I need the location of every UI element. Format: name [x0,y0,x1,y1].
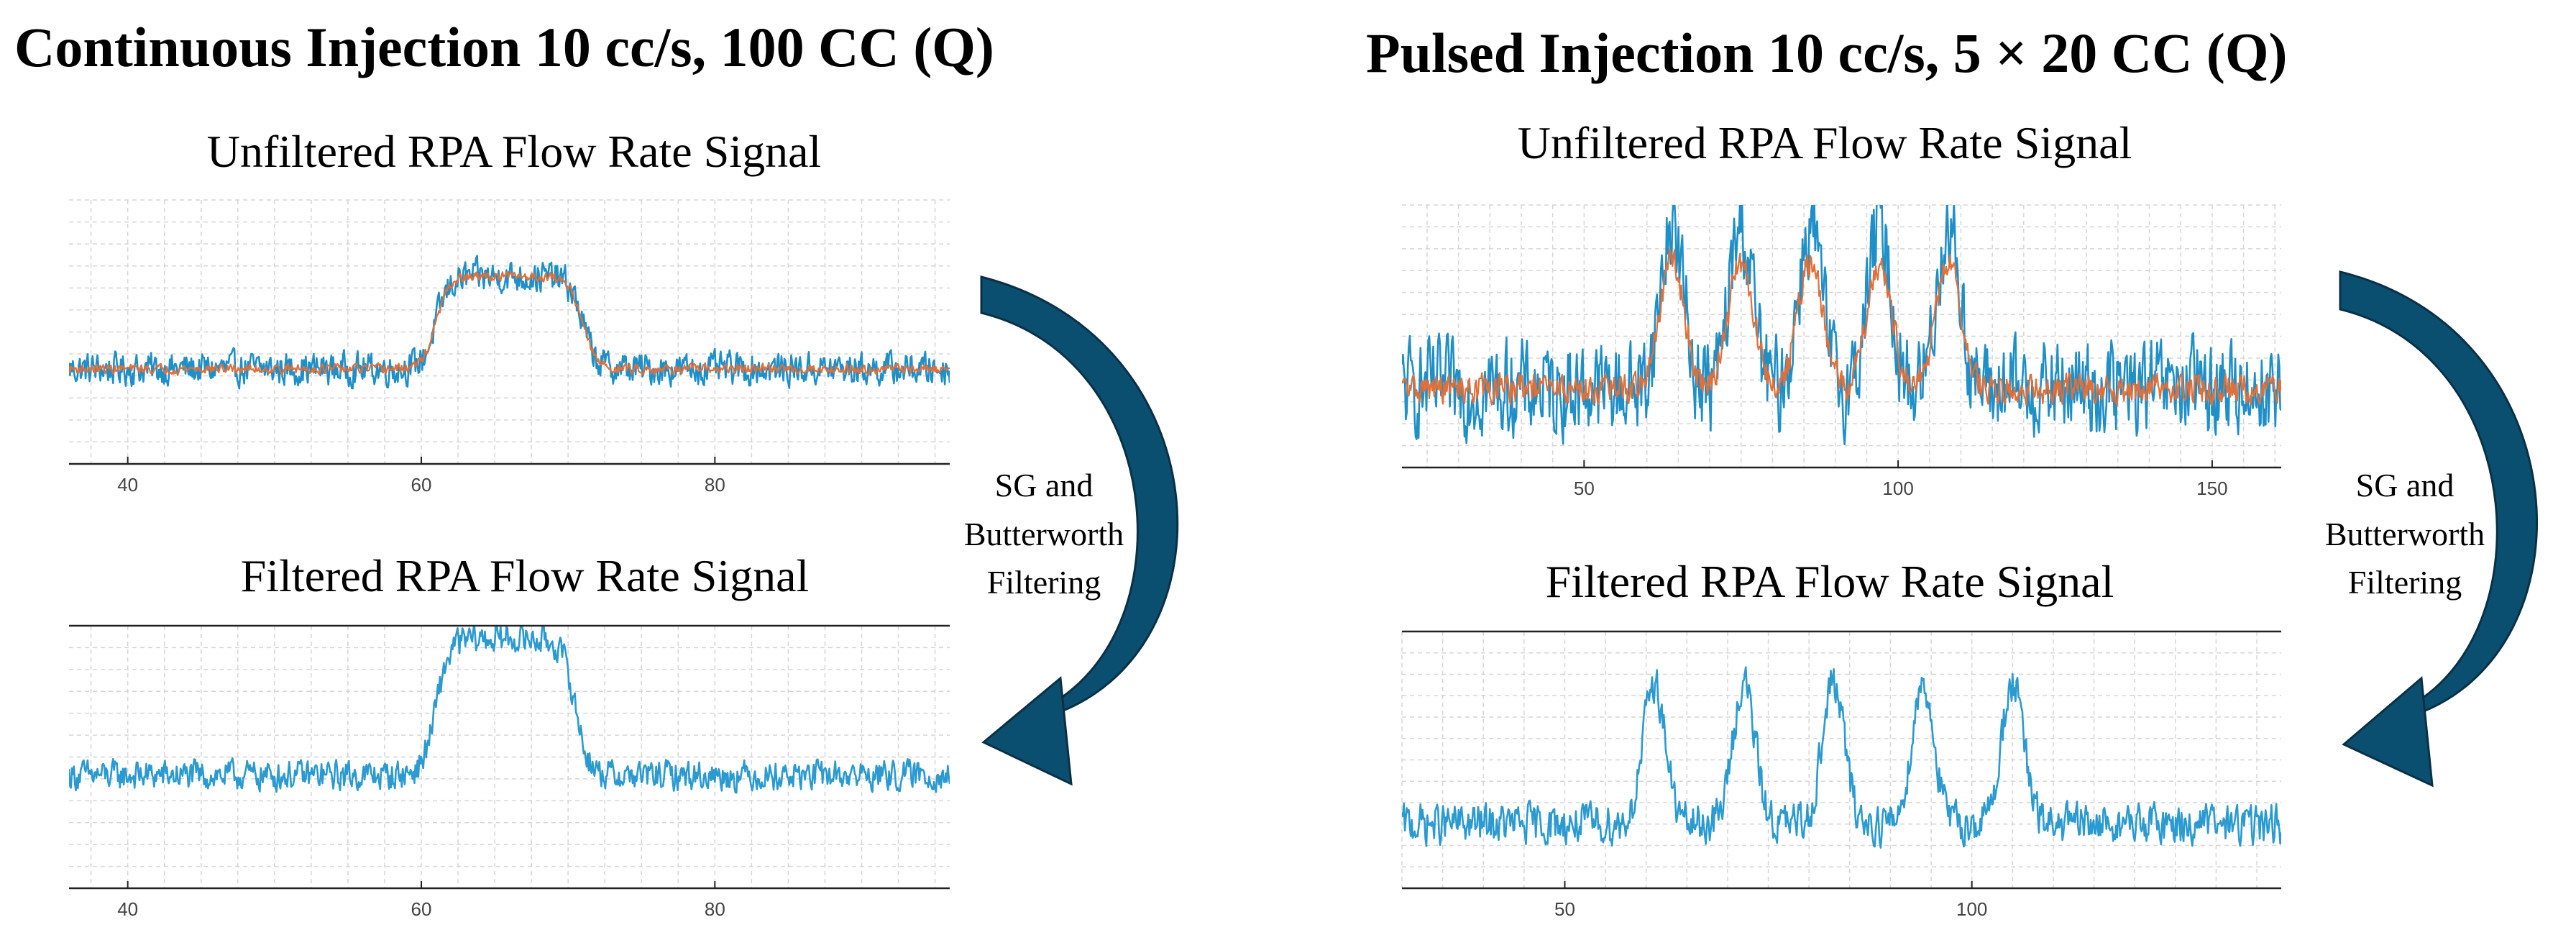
left-filtered-chart: 40 60 80 [69,624,950,920]
right-unfiltered-tick-label: 100 [1882,478,1913,499]
right-heading: Pulsed Injection 10 cc/s, 5 × 20 CC (Q) [1366,22,2288,84]
left-filtered-grid [69,625,950,889]
left-filtered-tick-label: 40 [117,898,138,920]
left-arrow-head [981,676,1073,786]
left-annotation-line-1: SG and [995,467,1094,503]
left-heading: Continuous Injection 10 cc/s, 100 CC (Q) [14,16,994,78]
left-filtering-arrow [980,275,1179,786]
right-unfiltered-tick-label: 150 [2196,478,2227,499]
right-filtered-series-filtered-signal [1402,666,2281,849]
right-annotation-line-2: Butterworth [2325,516,2485,552]
right-filtered-chart: 50 100 [1401,630,2281,920]
right-annotation: SG and Butterworth Filtering [2325,467,2485,601]
left-annotation-line-3: Filtering [987,564,1101,601]
right-filtered-grid [1401,631,2281,889]
left-unfiltered-tick-label: 80 [705,474,725,496]
right-unfiltered-tick-label: 50 [1574,478,1595,499]
right-unfiltered-series-smoothed-signal [1402,248,2281,406]
left-unfiltered-chart: 40 60 80 [69,199,950,496]
left-filtered-title: Filtered RPA Flow Rate Signal [241,550,810,601]
right-unfiltered-chart: 50 100 150 [1402,204,2281,499]
right-annotation-line-1: SG and [2356,467,2454,503]
left-filtered-tick-label: 80 [705,898,725,920]
left-filtered-series-filtered-signal [69,626,950,794]
left-annotation-line-2: Butterworth [964,516,1124,552]
right-arrow-head [2342,676,2434,788]
right-unfiltered-title: Unfiltered RPA Flow Rate Signal [1518,117,2132,168]
right-filtered-title: Filtered RPA Flow Rate Signal [1546,556,2114,607]
right-unfiltered-grid [1402,204,2281,468]
left-unfiltered-tick-label: 60 [411,474,432,496]
right-filtered-tick-label: 100 [1956,898,1987,920]
left-unfiltered-grid [69,199,950,465]
left-unfiltered-title: Unfiltered RPA Flow Rate Signal [207,126,822,177]
right-filtering-arrow [2339,270,2539,788]
left-filtered-tick-label: 60 [411,898,432,920]
left-annotation: SG and Butterworth Filtering [964,467,1124,601]
left-unfiltered-tick-label: 40 [117,474,138,496]
left-unfiltered-series-smoothed-signal [69,271,950,376]
right-annotation-line-3: Filtering [2348,564,2462,601]
right-filtered-tick-label: 50 [1554,898,1575,920]
